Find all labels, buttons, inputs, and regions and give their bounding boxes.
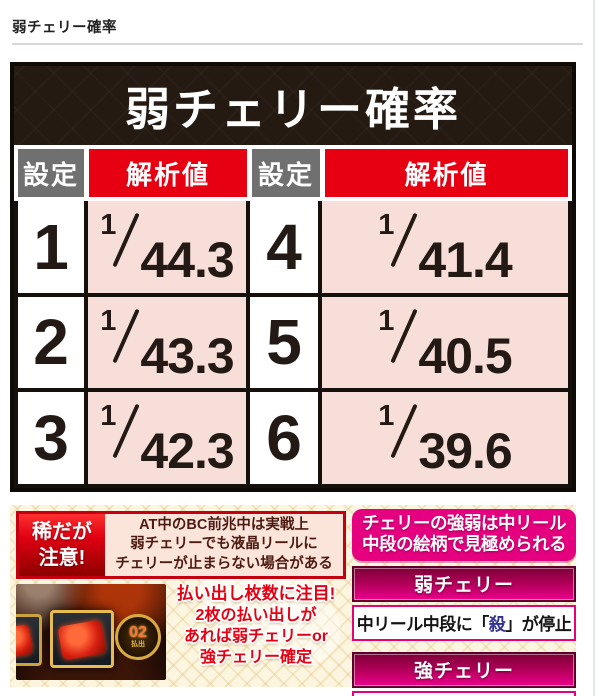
value-cell: 1 43.3 xyxy=(88,296,246,389)
weak-cherry-header: 弱チェリー xyxy=(352,565,576,602)
table-title: 弱チェリー確率 xyxy=(14,66,572,145)
payout-note-line: 2枚の払い出しが xyxy=(195,607,317,625)
fraction-slash xyxy=(390,308,419,363)
payout-label: 払出 xyxy=(131,640,145,648)
fraction-slash xyxy=(112,308,141,363)
fraction-slash xyxy=(112,212,141,268)
page-right-border xyxy=(593,0,595,696)
fraction-numerator: 1 xyxy=(378,304,395,337)
cherry-symbol xyxy=(16,623,34,659)
fraction: 1 39.6 xyxy=(378,400,512,480)
fraction-denominator: 42.3 xyxy=(140,423,234,480)
header-value-right: 解析値 xyxy=(325,149,568,197)
fraction: 1 41.4 xyxy=(378,209,512,288)
fraction-numerator: 1 xyxy=(100,209,117,241)
weak-cherry-symbol: 殺 xyxy=(488,614,506,634)
game-screenshot: 02 払出 xyxy=(16,584,166,680)
table-body: 1 1 44.3 4 1 41.4 2 1 xyxy=(14,201,572,488)
discrimination-banner: チェリーの強弱は中リール 中段の絵柄で見極められる xyxy=(352,509,576,561)
value-cell: 1 39.6 xyxy=(322,392,568,484)
fraction-numerator: 1 xyxy=(100,304,117,337)
decorative-art xyxy=(270,595,340,665)
caution-text-line: チェリーが止まらない場合がある xyxy=(115,555,333,572)
payout-note-line: 強チェリー確定 xyxy=(199,648,312,666)
reel-frame-left xyxy=(16,614,42,666)
fraction-slash xyxy=(390,212,419,268)
setting-cell: 2 xyxy=(18,296,84,389)
header-setting-right: 設定 xyxy=(252,149,320,197)
fraction: 1 40.5 xyxy=(378,304,512,384)
payout-note-title: 払い出し枚数に注目! xyxy=(176,584,336,603)
page-title: 弱チェリー確率 xyxy=(12,20,117,36)
value-cell: 1 44.3 xyxy=(88,201,246,293)
setting-cell: 5 xyxy=(250,296,318,389)
fraction: 1 43.3 xyxy=(100,304,234,384)
banner-line: 中段の絵柄で見極められる xyxy=(362,534,567,555)
description-text: 中リール中段に「 xyxy=(356,614,490,634)
caution-badge-line: 稀だが xyxy=(32,521,92,543)
description-text: 」が停止 xyxy=(505,614,572,634)
reel-frame-center xyxy=(50,610,114,668)
table-header-row: 設定 解析値 設定 解析値 xyxy=(14,145,572,201)
fraction-denominator: 41.4 xyxy=(418,232,512,288)
fraction-denominator: 39.6 xyxy=(418,423,512,480)
caution-note: 稀だが 注意! AT中のBC前兆中は実戦上 弱チェリーでも液晶リールに チェリー… xyxy=(16,511,346,579)
strong-cherry-header: 強チェリー xyxy=(352,651,576,688)
value-cell: 1 42.3 xyxy=(88,392,246,484)
setting-cell: 6 xyxy=(250,392,318,484)
strong-cherry-description: 中リール中段に「思」が停止 xyxy=(352,690,576,696)
value-cell: 1 40.5 xyxy=(322,296,568,389)
spacer xyxy=(352,641,576,647)
value-cell: 1 41.4 xyxy=(322,201,568,293)
cherry-discrimination-panel: チェリーの強弱は中リール 中段の絵柄で見極められる 弱チェリー 中リール中段に「… xyxy=(352,509,576,696)
setting-cell: 3 xyxy=(18,392,84,484)
fraction-denominator: 44.3 xyxy=(140,232,234,288)
fraction: 1 44.3 xyxy=(100,209,234,288)
fraction-numerator: 1 xyxy=(378,400,395,433)
weak-cherry-description: 中リール中段に「殺」が停止 xyxy=(352,604,576,641)
fraction-denominator: 40.5 xyxy=(418,327,512,384)
heading-divider xyxy=(12,43,583,45)
fraction: 1 42.3 xyxy=(100,400,234,480)
banner-line: チェリーの強弱は中リール xyxy=(362,513,567,533)
fraction-slash xyxy=(112,404,141,459)
payout-counter-badge: 02 払出 xyxy=(115,614,161,660)
caution-badge-line: 注意! xyxy=(38,547,86,569)
fraction-numerator: 1 xyxy=(378,209,395,241)
payout-number: 02 xyxy=(129,623,147,641)
setting-cell: 1 xyxy=(18,201,84,293)
fraction-numerator: 1 xyxy=(100,400,117,433)
fraction-denominator: 43.3 xyxy=(140,327,234,384)
header-value-left: 解析値 xyxy=(89,149,247,197)
payout-note-line: あれば弱チェリーor xyxy=(183,628,328,646)
setting-cell: 4 xyxy=(250,201,318,293)
cherry-symbol xyxy=(57,619,107,661)
fraction-slash xyxy=(390,404,419,459)
probability-table: 弱チェリー確率 設定 解析値 設定 解析値 1 1 44.3 4 1 xyxy=(10,62,576,492)
header-setting-left: 設定 xyxy=(18,149,84,197)
payout-note: 払い出し枚数に注目! 2枚の払い出しが あれば弱チェリーor 強チェリー確定 xyxy=(162,583,350,669)
caution-text: AT中のBC前兆中は実戦上 弱チェリーでも液晶リールに チェリーが止まらない場合… xyxy=(105,514,343,576)
caution-badge: 稀だが 注意! xyxy=(19,514,105,576)
caution-text-line: 弱チェリーでも液晶リールに xyxy=(130,536,318,553)
caution-text-line: AT中のBC前兆中は実戦上 xyxy=(139,516,309,533)
